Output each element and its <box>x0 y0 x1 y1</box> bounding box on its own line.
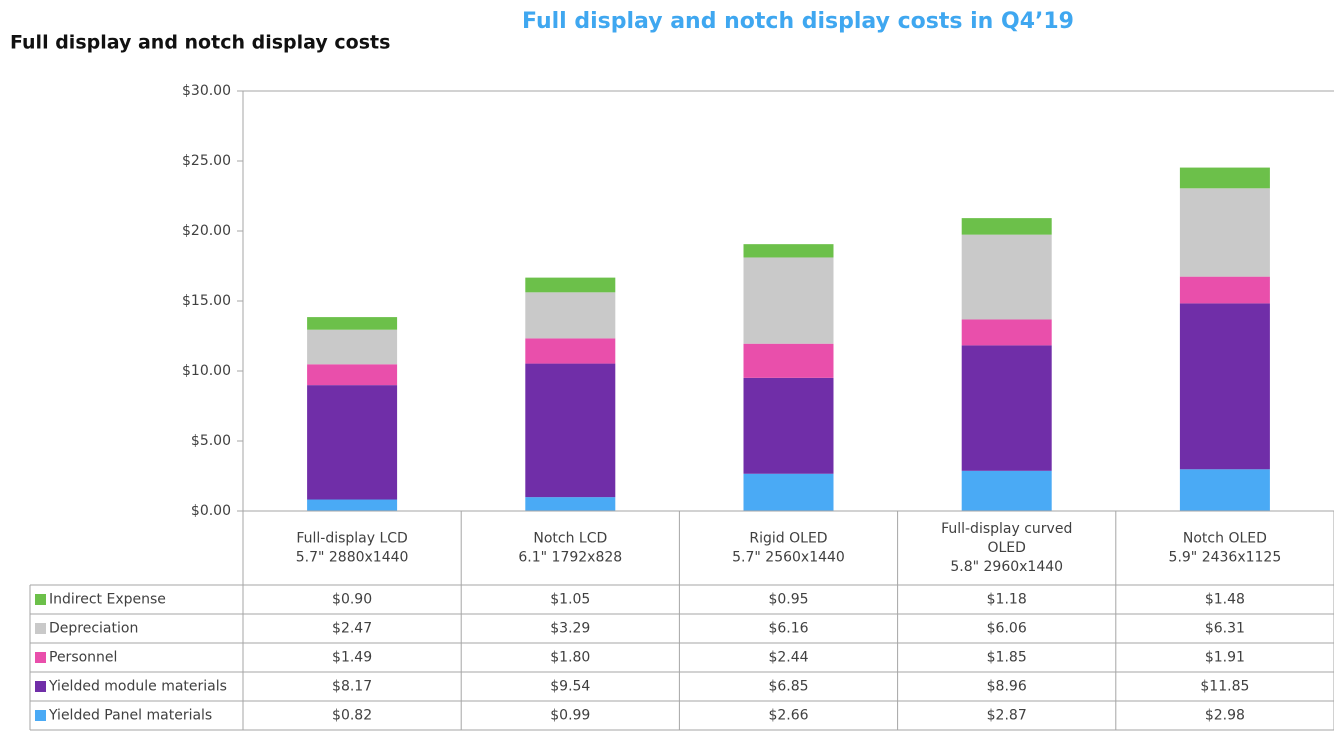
legend-swatch <box>35 623 46 634</box>
legend-label: Yielded module materials <box>48 679 227 695</box>
x-tick-label: 5.7" 2560x1440 <box>732 550 845 566</box>
bar-segment <box>307 385 398 500</box>
legend-swatch <box>35 652 46 663</box>
chart-subtitle: Full display and notch display costs in … <box>522 9 1074 34</box>
bar-segment <box>1179 469 1270 511</box>
legend-label: Personnel <box>49 650 117 666</box>
x-tick-label: 5.8" 2960x1440 <box>950 559 1063 575</box>
x-tick-label: 6.1" 1792x828 <box>518 550 622 566</box>
data-label: $2.87 <box>987 708 1027 724</box>
y-tick-label: $10.00 <box>182 363 231 379</box>
x-tick-label: Full-display LCD <box>296 531 408 547</box>
bar-segment <box>743 257 834 344</box>
x-tick-label: Rigid OLED <box>749 531 827 547</box>
data-label: $1.49 <box>332 650 372 666</box>
x-tick-label: OLED <box>987 540 1025 556</box>
bar-segment <box>525 338 616 364</box>
data-label: $0.82 <box>332 708 372 724</box>
y-tick-label: $20.00 <box>182 223 231 239</box>
bar-segment <box>1179 167 1270 189</box>
data-label: $9.54 <box>550 679 590 695</box>
bar-segment <box>961 470 1052 511</box>
data-label: $1.05 <box>550 592 590 608</box>
legend-label: Depreciation <box>49 621 138 637</box>
bar-segment <box>1179 188 1270 277</box>
bar-segment <box>307 364 398 386</box>
bar-segment <box>743 343 834 378</box>
x-tick-label: 5.9" 2436x1125 <box>1169 550 1282 566</box>
data-label: $8.17 <box>332 679 372 695</box>
data-label: $1.85 <box>987 650 1027 666</box>
data-label: $2.98 <box>1205 708 1245 724</box>
bar-segment <box>743 244 834 258</box>
data-label: $2.44 <box>768 650 808 666</box>
legend-label: Yielded Panel materials <box>48 708 212 724</box>
data-label: $1.91 <box>1205 650 1245 666</box>
x-tick-label: Full-display curved <box>941 521 1072 537</box>
bar-segment <box>1179 303 1270 470</box>
bar-segment <box>1179 276 1270 304</box>
x-tick-label: Notch LCD <box>533 531 607 547</box>
legend-swatch <box>35 710 46 721</box>
bar-segment <box>307 317 398 330</box>
bar-segment <box>961 319 1052 346</box>
bar-segment <box>525 292 616 339</box>
data-label: $6.31 <box>1205 621 1245 637</box>
bar-segment <box>525 363 616 498</box>
y-tick-label: $0.00 <box>191 503 231 519</box>
y-tick-label: $25.00 <box>182 153 231 169</box>
data-label: $8.96 <box>987 679 1027 695</box>
bar-segment <box>307 329 398 365</box>
legend-label: Indirect Expense <box>49 592 166 608</box>
bar-segment <box>525 277 616 293</box>
data-label: $3.29 <box>550 621 590 637</box>
x-tick-label: 5.7" 2880x1440 <box>296 550 409 566</box>
bar-segment <box>307 499 398 511</box>
data-label: $6.06 <box>987 621 1027 637</box>
data-label: $1.80 <box>550 650 590 666</box>
data-label: $0.99 <box>550 708 590 724</box>
data-label: $2.47 <box>332 621 372 637</box>
bar-segment <box>743 377 834 474</box>
x-tick-label: Notch OLED <box>1183 531 1267 547</box>
y-tick-label: $5.00 <box>191 433 231 449</box>
data-label: $11.85 <box>1200 679 1249 695</box>
data-label: $6.16 <box>768 621 808 637</box>
data-label: $0.95 <box>768 592 808 608</box>
legend-swatch <box>35 681 46 692</box>
bar-segment <box>961 234 1052 320</box>
bar-segment <box>743 473 834 511</box>
data-label: $1.18 <box>987 592 1027 608</box>
y-tick-label: $30.00 <box>182 83 231 99</box>
data-label: $1.48 <box>1205 592 1245 608</box>
chart-title: Full display and notch display costs <box>10 32 390 54</box>
y-tick-label: $15.00 <box>182 293 231 309</box>
bar-segment <box>961 218 1052 235</box>
bar-segment <box>961 345 1052 471</box>
legend-swatch <box>35 594 46 605</box>
data-label: $2.66 <box>768 708 808 724</box>
bar-segment <box>525 497 616 511</box>
data-label: $0.90 <box>332 592 372 608</box>
data-label: $6.85 <box>768 679 808 695</box>
